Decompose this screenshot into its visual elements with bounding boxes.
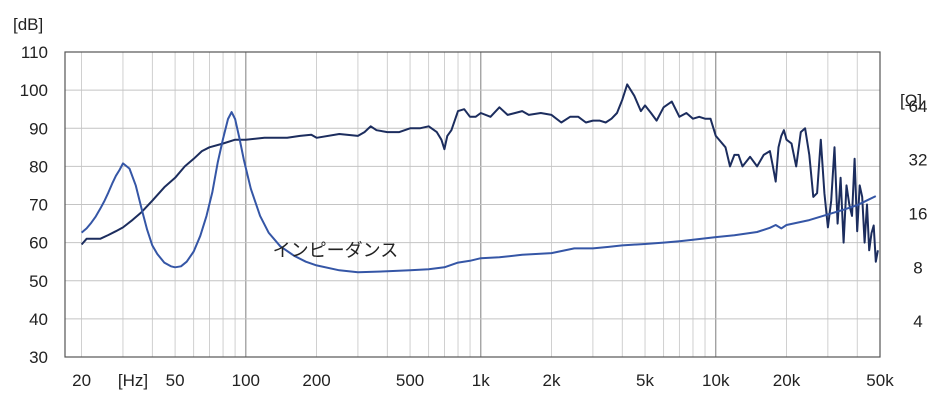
y-right-unit-label: [Ω] [900, 91, 922, 110]
plot-frame [64, 51, 881, 358]
y-right-tick-label: 16 [909, 204, 928, 223]
chart-grid [65, 51, 881, 358]
y-left-tick-label: 30 [29, 348, 48, 367]
x-tick-label: 20k [773, 371, 801, 390]
y-right-tick-label: 64 [909, 97, 928, 116]
spl-series-line [80, 83, 879, 263]
y-right-tick-label: 32 [909, 151, 928, 170]
x-tick-label: 200 [302, 371, 330, 390]
y-left-tick-label: 110 [21, 43, 48, 62]
x-tick-label: 1k [472, 371, 490, 390]
impedance-annotation: インピーダンス [273, 240, 399, 260]
chart-series [80, 83, 879, 274]
y-left-tick-label: 70 [29, 196, 48, 215]
y-left-tick-label: 60 [29, 234, 48, 253]
x-tick-label: 500 [396, 371, 424, 390]
y-left-tick-label: 100 [20, 81, 48, 100]
axis-labels: [dB] [Ω] [Hz] インピーダンス 30 40 50 60 70 80 90 100 1… [13, 15, 927, 390]
x-tick-label: 2k [543, 371, 561, 390]
x-tick-label: 50 [166, 371, 185, 390]
y-left-tick-label: 90 [29, 119, 48, 138]
x-unit-label: [Hz] [118, 371, 148, 390]
impedance-series-line [80, 111, 877, 274]
y-left-tick-label: 40 [29, 310, 48, 329]
x-tick-label: 50k [866, 371, 894, 390]
y-left-unit-label: [dB] [13, 15, 43, 34]
x-tick-label: 5k [636, 371, 654, 390]
x-tick-label: 10k [702, 371, 730, 390]
x-tick-label: 20 [72, 371, 91, 390]
y-right-tick-label: 8 [913, 258, 922, 277]
x-tick-label: 100 [232, 371, 260, 390]
y-left-tick-label: 50 [29, 272, 48, 291]
y-left-tick-label: 80 [29, 157, 48, 176]
y-right-tick-label: 4 [913, 312, 922, 331]
